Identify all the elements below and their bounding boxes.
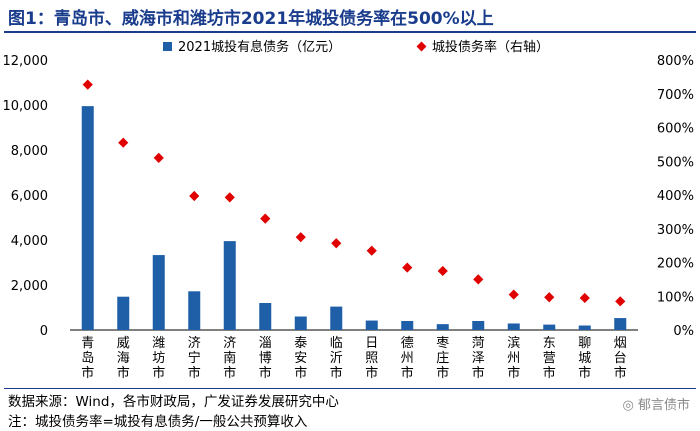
x-tick-label: 日照市 — [365, 336, 378, 381]
debt-bar — [365, 320, 378, 330]
debt-bar — [188, 291, 201, 330]
legend-bar-swatch — [163, 42, 172, 51]
debt-bar — [436, 324, 449, 330]
debt-bar — [117, 296, 130, 330]
rate-point — [118, 137, 129, 148]
right-tick-label: 400% — [657, 189, 694, 204]
rate-point — [615, 296, 626, 307]
x-tick-label: 济宁市 — [188, 336, 201, 381]
left-tick-label: 12,000 — [3, 54, 49, 69]
debt-bar — [401, 321, 414, 330]
right-tick-label: 300% — [657, 223, 694, 238]
rate-point — [224, 192, 235, 203]
watermark: ◎ 郁言债市 — [622, 398, 691, 413]
x-tick-label: 青岛市 — [81, 336, 94, 381]
x-tick-label: 德州市 — [401, 336, 414, 381]
rate-point — [544, 292, 555, 303]
rate-point — [82, 79, 93, 90]
legend: 2021城投有息债务（亿元） 城投债务率（右轴） — [163, 39, 549, 55]
x-tick-label: 枣庄市 — [436, 336, 449, 381]
left-tick-label: 2,000 — [11, 279, 48, 294]
right-tick-label: 500% — [657, 155, 694, 170]
debt-bar — [614, 318, 627, 330]
left-tick-label: 10,000 — [3, 99, 49, 114]
wechat-icon: ◎ — [622, 398, 638, 413]
x-tick-label: 菏泽市 — [472, 336, 485, 381]
left-tick-label: 8,000 — [11, 144, 48, 159]
legend-rate-label: 城投债务率（右轴） — [432, 39, 549, 55]
source-note: 数据来源：Wind，各市财政局，广发证券发展研究中心 — [8, 394, 339, 410]
x-axis-labels: 青岛市 威海市 潍坊市 济宁市 济南市 淄博市 泰安市 临沂市 日照市 德州市 枣庄市 菏泽市 滨州市 东… — [81, 335, 627, 381]
debt-bar — [578, 325, 591, 330]
debt-bar — [330, 306, 343, 330]
x-tick-label: 临沂市 — [330, 336, 343, 381]
x-tick-label: 泰安市 — [294, 336, 307, 381]
debt-bar — [507, 323, 520, 330]
right-tick-label: 700% — [657, 88, 694, 103]
rate-point — [473, 274, 484, 285]
left-tick-label: 4,000 — [11, 234, 48, 249]
debt-bar — [294, 316, 307, 330]
title-rule — [4, 31, 696, 33]
left-tick-label: 0 — [40, 324, 48, 339]
legend-rate-swatch — [416, 41, 427, 52]
x-tick-label: 滨州市 — [507, 335, 520, 381]
bar-series — [81, 106, 627, 330]
right-tick-label: 600% — [657, 122, 694, 137]
x-tick-label: 东营市 — [543, 336, 556, 381]
right-tick-label: 200% — [657, 257, 694, 272]
chart-title: 图1：青岛市、威海市和潍坊市2021年城投债务率在500%以上 — [8, 9, 494, 29]
footer-rule — [4, 388, 696, 389]
debt-bar — [543, 324, 556, 330]
chart: 青岛市 威海市 潍坊市 济宁市 济南市 淄博市 泰安市 临沂市 日照市 德州市 枣庄市 菏泽市 滨州市 东… — [3, 39, 695, 381]
right-tick-label: 800% — [657, 54, 694, 69]
rate-point — [331, 238, 342, 249]
x-tick-label: 威海市 — [117, 336, 130, 381]
debt-bar — [472, 321, 485, 330]
left-axis-ticks: 0 2,000 4,000 6,000 8,000 10,000 12,000 — [3, 54, 49, 339]
debt-bar — [259, 303, 272, 330]
debt-bar — [81, 106, 94, 330]
right-axis-ticks: 0% 100% 200% 300% 400% 500% 600% 700% 800% — [657, 54, 694, 339]
right-tick-label: 0% — [673, 324, 694, 339]
x-tick-label: 淄博市 — [259, 336, 272, 381]
left-tick-label: 6,000 — [11, 189, 48, 204]
rate-point — [295, 232, 306, 243]
legend-bar-label: 2021城投有息债务（亿元） — [178, 39, 341, 55]
formula-note: 注：城投债务率=城投有息债务/一般公共预算收入 — [8, 414, 308, 430]
rate-point — [189, 190, 200, 202]
x-tick-label: 烟台市 — [614, 336, 627, 381]
rate-point — [366, 245, 377, 256]
x-tick-label: 聊城市 — [578, 336, 591, 381]
x-tick-label: 潍坊市 — [152, 336, 165, 381]
debt-bar — [223, 241, 236, 330]
rate-point — [508, 289, 519, 300]
right-tick-label: 100% — [657, 290, 694, 305]
rate-point — [153, 152, 164, 163]
debt-bar — [152, 255, 165, 330]
rate-point — [579, 292, 590, 304]
x-tick-label: 济南市 — [223, 336, 236, 381]
rate-point — [260, 213, 271, 224]
rate-point — [402, 262, 413, 273]
rate-point — [437, 265, 448, 277]
